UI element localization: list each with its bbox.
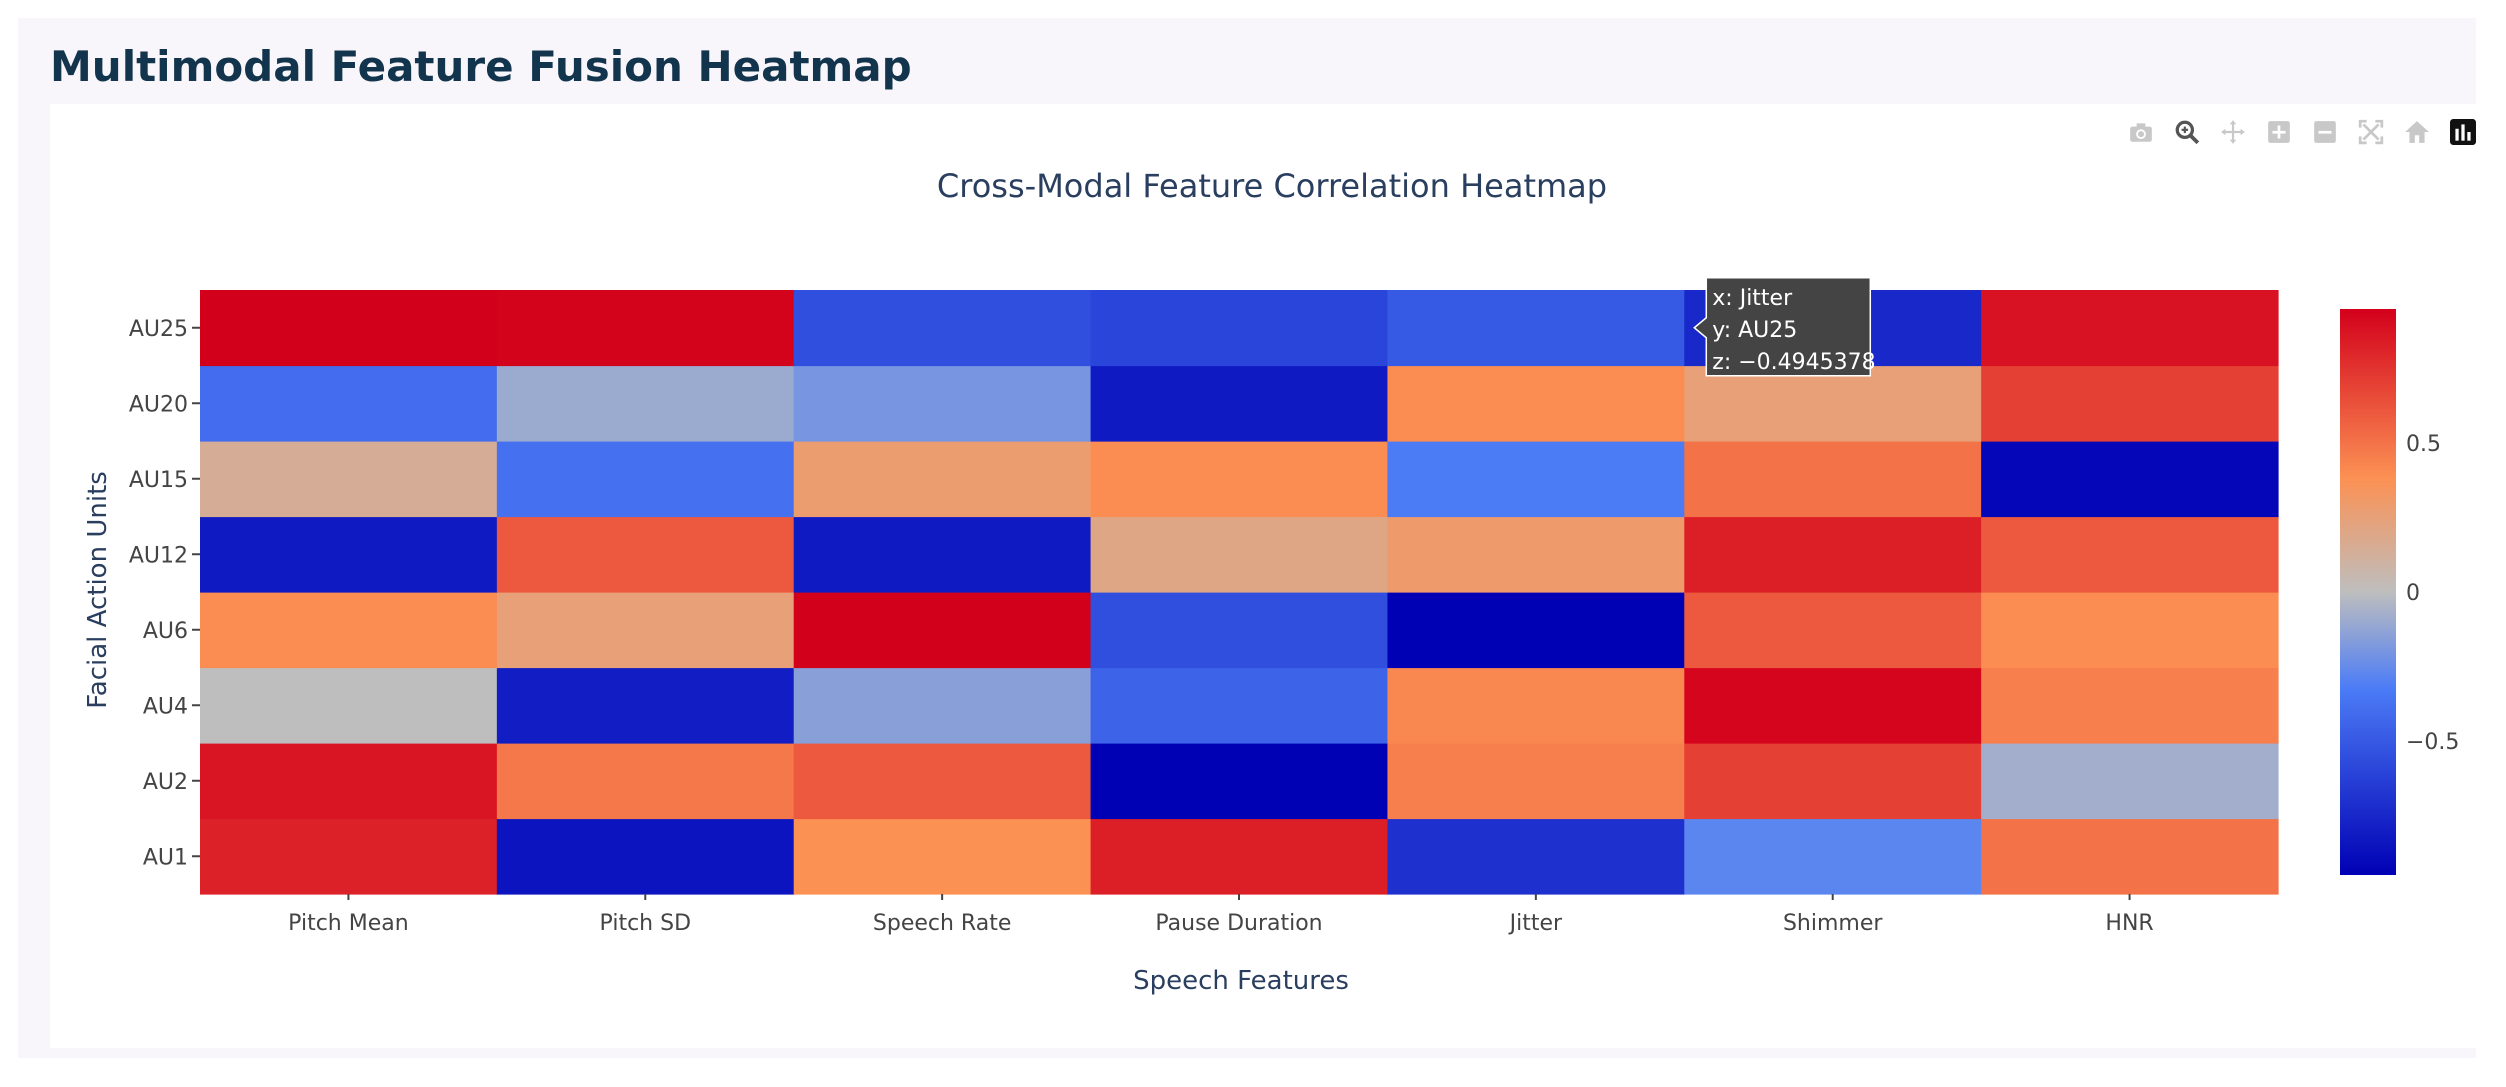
heatmap-cell-AU1-pitch-mean[interactable]	[200, 818, 498, 895]
x-tick-label: Shimmer	[1783, 911, 1883, 936]
heatmap-cell-AU15-pause-duration[interactable]	[1090, 441, 1389, 518]
colorbar-tick-label: −0.5	[2406, 730, 2459, 755]
x-axis-title: Speech Features	[1133, 966, 1349, 996]
heatmap-cell-AU20-shimmer[interactable]	[1684, 365, 1982, 442]
heatmap-cell-AU6-pitch-sd[interactable]	[496, 592, 795, 669]
chart-title: Cross-Modal Feature Correlation Heatmap	[937, 167, 1607, 205]
heatmap-cells	[200, 290, 2279, 895]
heatmap-cell-AU6-jitter[interactable]	[1387, 592, 1685, 669]
y-axis-title: Facial Action Units	[83, 471, 113, 709]
heatmap-cell-AU4-hnr[interactable]	[1981, 667, 2279, 744]
zoom-in-icon[interactable]	[2266, 119, 2292, 145]
colorbar	[2340, 309, 2396, 875]
y-tick-label: AU20	[129, 392, 188, 417]
colorbar-tick-label: 0.5	[2406, 432, 2441, 457]
y-tick-label: AU1	[143, 845, 188, 870]
x-tick-label: Pause Duration	[1155, 911, 1322, 936]
hover-z-label: z: −0.4945378	[1712, 350, 1875, 375]
heatmap-cell-AU4-speech-rate[interactable]	[793, 667, 1092, 744]
heatmap-cell-AU4-pause-duration[interactable]	[1090, 667, 1389, 744]
heatmap-cell-AU15-speech-rate[interactable]	[793, 441, 1092, 518]
heatmap-cell-AU1-hnr[interactable]	[1981, 818, 2279, 895]
y-tick-label: AU6	[143, 619, 188, 644]
y-tick-label: AU4	[143, 694, 188, 719]
heatmap-cell-AU25-jitter[interactable]	[1387, 290, 1685, 367]
heatmap-cell-AU20-speech-rate[interactable]	[793, 365, 1092, 442]
heatmap-cell-AU15-shimmer[interactable]	[1684, 441, 1982, 518]
heatmap-cell-AU6-pitch-mean[interactable]	[200, 592, 498, 669]
y-tick-label: AU25	[129, 317, 188, 342]
heatmap-cell-AU6-pause-duration[interactable]	[1090, 592, 1389, 669]
heatmap-cell-AU2-speech-rate[interactable]	[793, 743, 1092, 820]
x-axis-ticks: Pitch Mean Pitch SD Speech Rate Pause Durat…	[288, 894, 2154, 936]
y-tick-label: AU12	[129, 543, 188, 568]
colorbar-ticks: −0.5 0 0.5	[2406, 432, 2459, 755]
camera-icon[interactable]	[2128, 119, 2154, 145]
modebar	[2128, 112, 2476, 152]
heatmap-cell-AU12-shimmer[interactable]	[1684, 516, 1982, 593]
plot-container: Cross-Modal Feature Correlation Heatmap …	[50, 104, 2476, 1048]
heatmap-cell-AU20-hnr[interactable]	[1981, 365, 2279, 442]
heatmap-cell-AU15-pitch-mean[interactable]	[200, 441, 498, 518]
autoscale-icon[interactable]	[2358, 119, 2384, 145]
heatmap-cell-AU15-hnr[interactable]	[1981, 441, 2279, 518]
heatmap-cell-AU6-shimmer[interactable]	[1684, 592, 1982, 669]
heatmap-cell-AU4-jitter[interactable]	[1387, 667, 1685, 744]
heatmap-cell-AU1-pause-duration[interactable]	[1090, 818, 1389, 895]
hover-y-label: y: AU25	[1712, 318, 1797, 343]
y-tick-label: AU2	[143, 770, 188, 795]
y-axis-ticks: AU1 AU2 AU4 AU6 AU12 AU15 AU20 AU25	[129, 317, 200, 870]
heatmap-cell-AU25-hnr[interactable]	[1981, 290, 2279, 367]
heatmap-cell-AU2-pitch-sd[interactable]	[496, 743, 795, 820]
heatmap-cell-AU12-pitch-sd[interactable]	[496, 516, 795, 593]
page-title: Multimodal Feature Fusion Heatmap	[50, 42, 912, 91]
hover-x-label: x: Jitter	[1712, 286, 1793, 311]
plotly-logo-icon[interactable]	[2450, 119, 2476, 145]
x-tick-label: HNR	[2105, 911, 2153, 936]
heatmap-cell-AU2-jitter[interactable]	[1387, 743, 1685, 820]
heatmap-cell-AU25-pitch-mean[interactable]	[200, 290, 498, 367]
heatmap-cell-AU4-shimmer[interactable]	[1684, 667, 1982, 744]
heatmap-cell-AU12-hnr[interactable]	[1981, 516, 2279, 593]
heatmap-cell-AU25-speech-rate[interactable]	[793, 290, 1092, 367]
heatmap-cell-AU1-pitch-sd[interactable]	[496, 818, 795, 895]
heatmap-cell-AU6-hnr[interactable]	[1981, 592, 2279, 669]
heatmap-cell-AU2-pause-duration[interactable]	[1090, 743, 1389, 820]
heatmap-cell-AU12-pitch-mean[interactable]	[200, 516, 498, 593]
heatmap-cell-AU2-pitch-mean[interactable]	[200, 743, 498, 820]
x-tick-label: Jitter	[1508, 911, 1563, 936]
heatmap-cell-AU20-jitter[interactable]	[1387, 365, 1685, 442]
y-tick-label: AU15	[129, 468, 188, 493]
heatmap-cell-AU6-speech-rate[interactable]	[793, 592, 1092, 669]
home-icon[interactable]	[2404, 119, 2430, 145]
heatmap-cell-AU25-pause-duration[interactable]	[1090, 290, 1389, 367]
zoom-icon[interactable]	[2174, 119, 2200, 145]
heatmap-cell-AU12-pause-duration[interactable]	[1090, 516, 1389, 593]
hover-tooltip: x: Jitter y: AU25 z: −0.4945378	[1693, 277, 1876, 377]
x-tick-label: Pitch Mean	[288, 911, 409, 936]
zoom-out-icon[interactable]	[2312, 119, 2338, 145]
heatmap-cell-AU20-pitch-mean[interactable]	[200, 365, 498, 442]
heatmap-cell-AU2-shimmer[interactable]	[1684, 743, 1982, 820]
heatmap-cell-AU1-jitter[interactable]	[1387, 818, 1685, 895]
x-tick-label: Speech Rate	[873, 911, 1011, 936]
colorbar-tick-label: 0	[2406, 581, 2420, 606]
heatmap-cell-AU1-speech-rate[interactable]	[793, 818, 1092, 895]
heatmap-cell-AU12-speech-rate[interactable]	[793, 516, 1092, 593]
heatmap-cell-AU15-jitter[interactable]	[1387, 441, 1685, 518]
heatmap-cell-AU4-pitch-mean[interactable]	[200, 667, 498, 744]
heatmap-cell-AU15-pitch-sd[interactable]	[496, 441, 795, 518]
heatmap-cell-AU1-shimmer[interactable]	[1684, 818, 1982, 895]
heatmap-chart: Cross-Modal Feature Correlation Heatmap …	[83, 167, 2459, 996]
heatmap-cell-AU25-pitch-sd[interactable]	[496, 290, 795, 367]
heatmap-cell-AU4-pitch-sd[interactable]	[496, 667, 795, 744]
heatmap-cell-AU20-pause-duration[interactable]	[1090, 365, 1389, 442]
heatmap-cell-AU12-jitter[interactable]	[1387, 516, 1685, 593]
x-tick-label: Pitch SD	[600, 911, 691, 936]
heatmap-cell-AU20-pitch-sd[interactable]	[496, 365, 795, 442]
pan-icon[interactable]	[2220, 119, 2246, 145]
heatmap-cell-AU2-hnr[interactable]	[1981, 743, 2279, 820]
